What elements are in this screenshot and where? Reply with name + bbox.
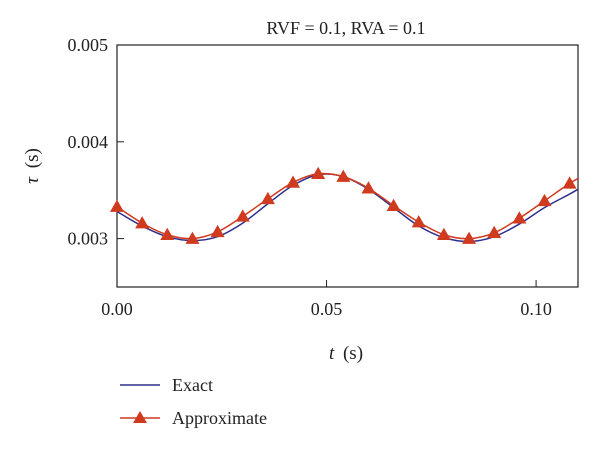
x-axis-label: t (s) [329,343,363,364]
x-tick-label: 0.10 [520,299,552,319]
series-line-approximate [116,172,579,240]
data-point-approximate [386,198,401,211]
y-tick-label: 0.004 [68,132,109,152]
data-point-approximate [311,166,326,179]
data-point-approximate [512,211,527,224]
x-tick-label: 0.00 [101,299,133,319]
y-axis-variable: τ [22,176,43,184]
data-point-approximate [411,215,426,228]
data-point-approximate [110,199,124,212]
data-point-approximate [436,227,451,240]
chart-title: RVF = 0.1, RVA = 0.1 [266,18,425,38]
legend-label-exact: Exact [172,375,213,395]
x-axis-unit: (s) [343,343,363,364]
x-axis-variable: t [329,343,335,364]
data-point-approximate [336,169,351,182]
x-axis-ticks: 0.00 0.05 0.10 [101,280,552,319]
series-layer [110,166,579,244]
data-point-approximate [361,181,376,194]
data-point-approximate [210,224,225,238]
data-point-approximate [135,216,150,229]
data-point-approximate [562,176,577,189]
y-tick-label: 0.005 [68,35,109,55]
y-axis-label: τ (s) [22,148,43,184]
data-point-approximate [462,231,477,244]
x-tick-label: 0.05 [311,299,343,319]
data-point-approximate [487,225,502,239]
legend-label-approximate: Approximate [172,408,267,428]
data-point-approximate [235,209,250,222]
data-point-approximate [286,175,301,188]
data-point-approximate [260,191,275,205]
legend-marker-triangle [133,411,147,423]
y-axis-ticks: 0.003 0.004 0.005 [68,35,124,249]
y-axis-unit: (s) [22,148,43,168]
legend: Exact Approximate [120,375,267,428]
series-line-exact [116,173,579,243]
data-point-approximate [160,227,175,240]
y-tick-label: 0.003 [68,229,109,249]
data-point-approximate [185,231,200,244]
plot-frame [116,44,579,288]
data-point-approximate [537,193,552,207]
